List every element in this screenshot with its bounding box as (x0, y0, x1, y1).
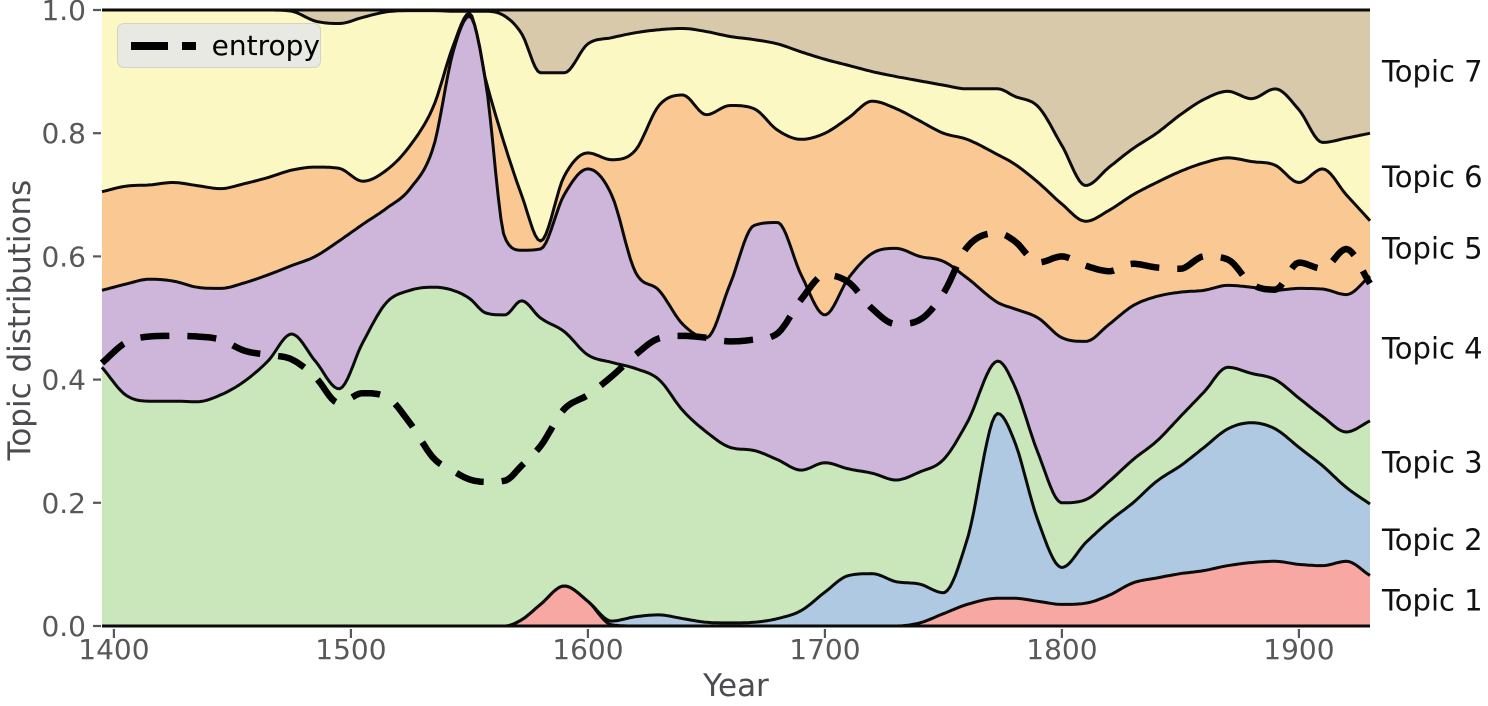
y-tick-label-1.0: 1.0 (41, 0, 86, 27)
y-tick-label-0.2: 0.2 (41, 487, 86, 520)
band-outline-6 (102, 8, 1371, 187)
legend: entropy (117, 23, 321, 68)
y-tick-label-0.4: 0.4 (41, 364, 86, 397)
series-label-topic-3: Topic 3 (1381, 446, 1483, 480)
band-topic-2 (102, 413, 1370, 626)
x-tick-label-1800: 1800 (1026, 633, 1097, 666)
band-topic-6 (102, 10, 1370, 241)
x-tick-label-1600: 1600 (552, 633, 623, 666)
y-tick-label-0.6: 0.6 (41, 240, 86, 273)
band-outline-3 (100, 285, 1371, 505)
band-topic-4 (102, 16, 1370, 503)
series-label-topic-1: Topic 1 (1381, 584, 1483, 618)
y-axis-title: Topic distributions (2, 179, 38, 461)
band-topic-3 (102, 287, 1370, 626)
y-tick-label-0.0: 0.0 (41, 610, 86, 643)
band-outline-5 (101, 11, 1372, 243)
entropy-line (99, 229, 1373, 486)
legend-label: entropy (211, 28, 320, 62)
band-topic-7 (102, 10, 1370, 186)
series-label-topic-5: Topic 5 (1381, 231, 1483, 265)
band-outline-4 (101, 14, 1371, 343)
x-tick-label-1400: 1400 (78, 633, 149, 666)
series-label-topic-7: Topic 7 (1381, 55, 1483, 89)
series-label-topic-2: Topic 2 (1381, 523, 1483, 557)
y-tick-label-0.8: 0.8 (41, 117, 86, 150)
entropy-dash-short-icon (182, 41, 196, 50)
band-outline-2 (102, 412, 1371, 628)
entropy-dash-long-icon (131, 41, 169, 50)
series-label-topic-6: Topic 6 (1381, 160, 1483, 194)
series-label-topic-4: Topic 4 (1381, 332, 1483, 366)
x-tick-label-1500: 1500 (315, 633, 386, 666)
x-axis-title: Year (703, 668, 769, 704)
x-tick-label-1700: 1700 (789, 633, 860, 666)
x-tick-label-1900: 1900 (1263, 633, 1334, 666)
band-topic-1 (102, 561, 1370, 626)
